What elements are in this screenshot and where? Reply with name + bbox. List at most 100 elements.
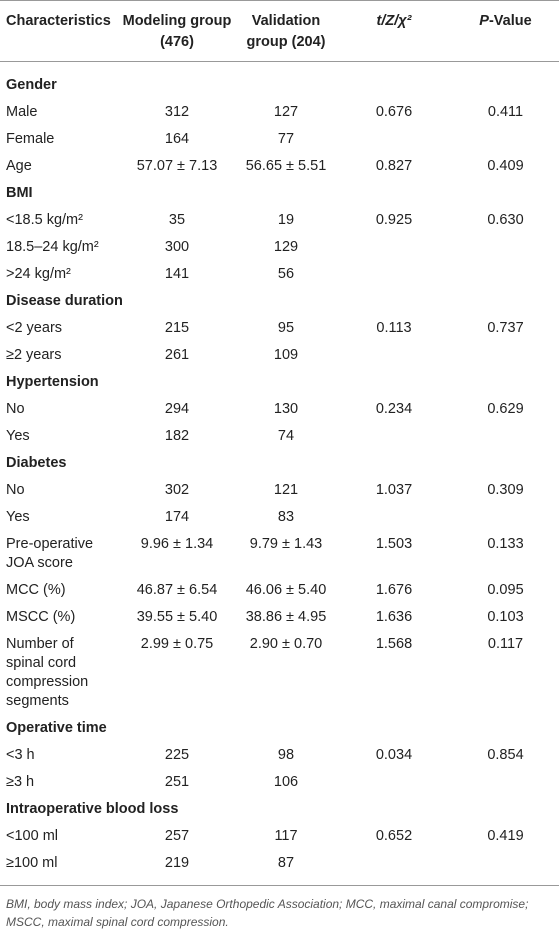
- cell: 0.676: [375, 104, 413, 120]
- data-row: No 294 130 0.234 0.629: [0, 396, 559, 423]
- row-label: <100 ml: [6, 828, 58, 844]
- cell: [452, 234, 559, 261]
- cell: 129: [273, 239, 299, 255]
- data-row: <100 ml 257 117 0.652 0.419: [0, 823, 559, 850]
- cell: 1.636: [375, 609, 413, 625]
- cell: [452, 504, 559, 531]
- data-row: Number of spinal cord compression segmen…: [0, 631, 559, 715]
- cell: 0.737: [487, 320, 524, 336]
- cell: 106: [273, 774, 299, 790]
- data-row: No 302 121 1.037 0.309: [0, 477, 559, 504]
- cell: 0.419: [487, 828, 524, 844]
- data-row: <18.5 kg/m² 35 19 0.925 0.630: [0, 207, 559, 234]
- cell: 38.86 ± 4.95: [245, 609, 327, 625]
- row-label: <3 h: [6, 747, 35, 763]
- section-row: BMI: [0, 180, 559, 207]
- table-header: Characteristics Modeling group (476) Valid…: [0, 0, 559, 62]
- cell: 0.309: [487, 482, 524, 498]
- section-title: Gender: [6, 77, 57, 93]
- data-row: 18.5–24 kg/m² 300 129: [0, 234, 559, 261]
- cell: 0.234: [375, 401, 413, 417]
- cell: 121: [273, 482, 299, 498]
- cell: [452, 261, 559, 288]
- cell: 1.568: [375, 636, 413, 652]
- row-label: No: [6, 401, 25, 417]
- header-cell: Characteristics: [0, 1, 118, 62]
- data-row: Pre-operative JOA score 9.96 ± 1.34 9.79 ±…: [0, 531, 559, 577]
- section-row: Intraoperative blood loss: [0, 796, 559, 823]
- cell: 0.409: [487, 158, 524, 174]
- cell: 57.07 ± 7.13: [136, 158, 218, 174]
- cell: 2.99 ± 0.75: [140, 636, 214, 652]
- cell: [336, 342, 452, 369]
- section-title: Hypertension: [6, 374, 99, 390]
- section-row: Gender: [0, 62, 559, 100]
- cell: 257: [164, 828, 190, 844]
- section-title: Operative time: [6, 720, 107, 736]
- cell: 74: [277, 428, 295, 444]
- cell: [452, 126, 559, 153]
- cell: 83: [277, 509, 295, 525]
- row-label: No: [6, 482, 25, 498]
- section-row: Operative time: [0, 715, 559, 742]
- cell: 117: [274, 828, 298, 844]
- cell: 87: [277, 855, 295, 871]
- cell: 215: [164, 320, 190, 336]
- cell: 0.133: [487, 536, 524, 552]
- row-label: <18.5 kg/m²: [6, 212, 83, 228]
- cell: 130: [273, 401, 299, 417]
- cell: 56.65 ± 5.51: [245, 158, 327, 174]
- row-label: Age: [6, 158, 32, 174]
- cell: 77: [277, 131, 295, 147]
- cell: 1.037: [375, 482, 413, 498]
- data-row: ≥100 ml 219 87: [0, 850, 559, 886]
- cell: 0.117: [487, 636, 524, 652]
- cell: 2.90 ± 0.70: [249, 636, 323, 652]
- cell: 0.411: [487, 104, 524, 120]
- cell: 0.629: [487, 401, 524, 417]
- data-row: Yes 182 74: [0, 423, 559, 450]
- cell: 0.925: [375, 212, 413, 228]
- cell: 141: [164, 266, 190, 282]
- row-label: Male: [6, 104, 38, 120]
- cell: 39.55 ± 5.40: [136, 609, 218, 625]
- cell: 1.503: [375, 536, 413, 552]
- cell: 0.652: [375, 828, 413, 844]
- section-row: Disease duration: [0, 288, 559, 315]
- cell: 219: [164, 855, 190, 871]
- header-text: Modeling group (476): [122, 13, 232, 50]
- data-row: Male 312 127 0.676 0.411: [0, 99, 559, 126]
- cell: 1.676: [375, 582, 413, 598]
- data-row: ≥3 h 251 106: [0, 769, 559, 796]
- cell: 182: [164, 428, 190, 444]
- row-label: Pre-operative JOA score: [6, 536, 94, 571]
- cell: 9.79 ± 1.43: [249, 536, 323, 552]
- cell: 109: [273, 347, 299, 363]
- header-text: -Value: [488, 13, 532, 29]
- section-row: Hypertension: [0, 369, 559, 396]
- cell: 225: [164, 747, 190, 763]
- cell: 46.87 ± 6.54: [136, 582, 218, 598]
- row-label: <2 years: [6, 320, 63, 336]
- row-label: ≥2 years: [6, 347, 62, 363]
- header-row: Characteristics Modeling group (476) Valid…: [0, 0, 559, 62]
- footnote: BMI, body mass index; JOA, Japanese Orth…: [6, 897, 529, 929]
- cell: 56: [277, 266, 295, 282]
- cell: 95: [277, 320, 295, 336]
- data-row: MSCC (%) 39.55 ± 5.40 38.86 ± 4.95 1.636 0.1…: [0, 604, 559, 631]
- header-text: Validation group (204): [246, 13, 326, 50]
- cell: 0.103: [487, 609, 524, 625]
- section-title: Intraoperative blood loss: [6, 801, 179, 817]
- cell: 0.034: [375, 747, 413, 763]
- cell: 174: [164, 509, 190, 525]
- cell: 261: [164, 347, 190, 363]
- section-title: Diabetes: [6, 455, 67, 471]
- cell: [336, 850, 452, 886]
- data-row: <2 years 215 95 0.113 0.737: [0, 315, 559, 342]
- cell: 35: [168, 212, 186, 228]
- data-row: ≥2 years 261 109: [0, 342, 559, 369]
- cell: 19: [277, 212, 295, 228]
- header-text: Characteristics: [6, 13, 111, 29]
- row-label: >24 kg/m²: [6, 266, 71, 282]
- table-body: Gender Male 312 127 0.676 0.411 Female 164 77 Age…: [0, 62, 559, 886]
